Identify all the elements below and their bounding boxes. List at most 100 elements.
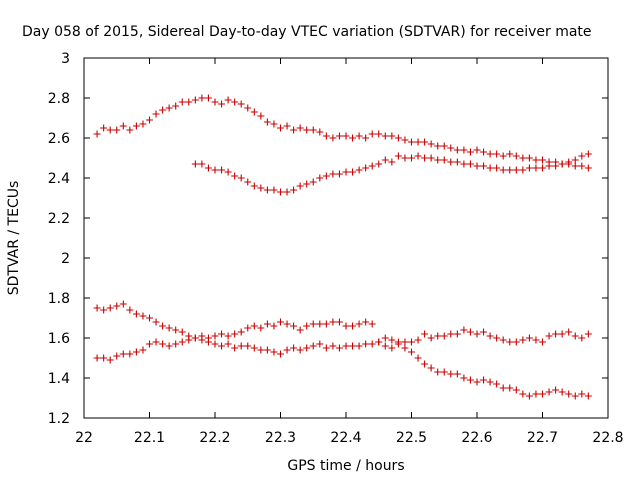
data-point — [388, 336, 396, 344]
data-point — [434, 332, 442, 340]
y-axis: 1.2 1.4 1.6 1.8 2 2.2 2.4 2.6 2.8 3 — [48, 51, 608, 427]
data-point — [401, 154, 409, 162]
data-point — [480, 162, 488, 170]
data-point — [231, 330, 239, 338]
data-point — [486, 332, 494, 340]
data-point — [375, 338, 383, 346]
data-point — [106, 126, 114, 134]
data-point — [453, 158, 461, 166]
data-point — [329, 134, 337, 142]
data-point — [545, 388, 553, 396]
data-point — [355, 342, 363, 350]
data-point — [388, 158, 396, 166]
data-point — [106, 304, 114, 312]
data-point — [388, 344, 396, 352]
data-point — [355, 320, 363, 328]
data-point — [466, 328, 474, 336]
data-point — [512, 338, 520, 346]
data-point — [447, 144, 455, 152]
data-point — [283, 346, 291, 354]
data-point — [303, 322, 311, 330]
y-tick-label: 1.4 — [48, 371, 70, 387]
data-point — [453, 330, 461, 338]
data-point — [159, 322, 167, 330]
data-point — [401, 338, 409, 346]
data-point — [499, 384, 507, 392]
data-point — [453, 370, 461, 378]
data-point — [401, 136, 409, 144]
data-point — [480, 328, 488, 336]
data-point — [198, 94, 206, 102]
data-point — [93, 304, 101, 312]
data-point — [322, 320, 330, 328]
data-point — [218, 330, 226, 338]
data-point — [512, 386, 520, 394]
data-point — [329, 170, 337, 178]
data-point — [486, 378, 494, 386]
data-point — [237, 174, 245, 182]
data-point — [277, 124, 284, 132]
data-point — [316, 128, 324, 136]
data-point — [296, 124, 304, 132]
x-tick-label: 22.8 — [592, 430, 623, 446]
data-point — [113, 126, 121, 134]
data-point — [146, 314, 153, 322]
data-point — [447, 370, 455, 378]
data-point — [263, 186, 271, 194]
data-point — [283, 320, 291, 328]
data-point — [362, 164, 370, 172]
x-axis-label: GPS time / hours — [287, 458, 404, 474]
data-point — [349, 134, 357, 142]
data-point — [277, 318, 284, 326]
data-point — [571, 162, 579, 170]
data-point — [368, 162, 376, 170]
data-point — [132, 348, 140, 356]
data-point — [263, 118, 271, 126]
data-point — [231, 98, 239, 106]
data-point — [165, 324, 173, 332]
data-point — [329, 342, 337, 350]
data-point — [552, 330, 560, 338]
data-point — [178, 338, 186, 346]
data-point — [493, 380, 501, 388]
data-point — [473, 162, 481, 170]
data-point — [322, 344, 330, 352]
data-point — [499, 166, 507, 174]
data-point — [106, 356, 114, 364]
data-point — [283, 122, 291, 130]
data-point — [172, 102, 180, 110]
data-point — [172, 326, 180, 334]
data-point — [303, 344, 311, 352]
data-point — [584, 164, 592, 172]
data-point — [139, 346, 147, 354]
data-point — [290, 322, 298, 330]
data-point — [506, 166, 514, 174]
data-point — [342, 132, 350, 140]
data-point — [322, 172, 330, 180]
data-point — [152, 318, 160, 326]
data-point — [427, 140, 435, 148]
data-point — [552, 162, 560, 170]
data-point — [309, 126, 317, 134]
data-point — [342, 342, 350, 350]
data-point — [218, 100, 226, 108]
data-point — [368, 130, 376, 138]
data-point — [218, 342, 226, 350]
data-point — [296, 346, 304, 354]
data-point — [316, 320, 324, 328]
data-point — [270, 186, 278, 194]
data-point — [434, 368, 442, 376]
data-point — [578, 152, 586, 160]
data-point — [539, 390, 546, 398]
data-point — [408, 138, 415, 146]
data-point — [388, 132, 396, 140]
y-tick-label: 3 — [61, 51, 70, 67]
data-point — [362, 340, 370, 348]
data-point — [486, 164, 494, 172]
data-point — [146, 116, 153, 124]
data-point — [545, 332, 553, 340]
data-point — [571, 332, 579, 340]
data-point — [519, 166, 527, 174]
data-point — [152, 338, 160, 346]
data-point — [440, 156, 448, 164]
